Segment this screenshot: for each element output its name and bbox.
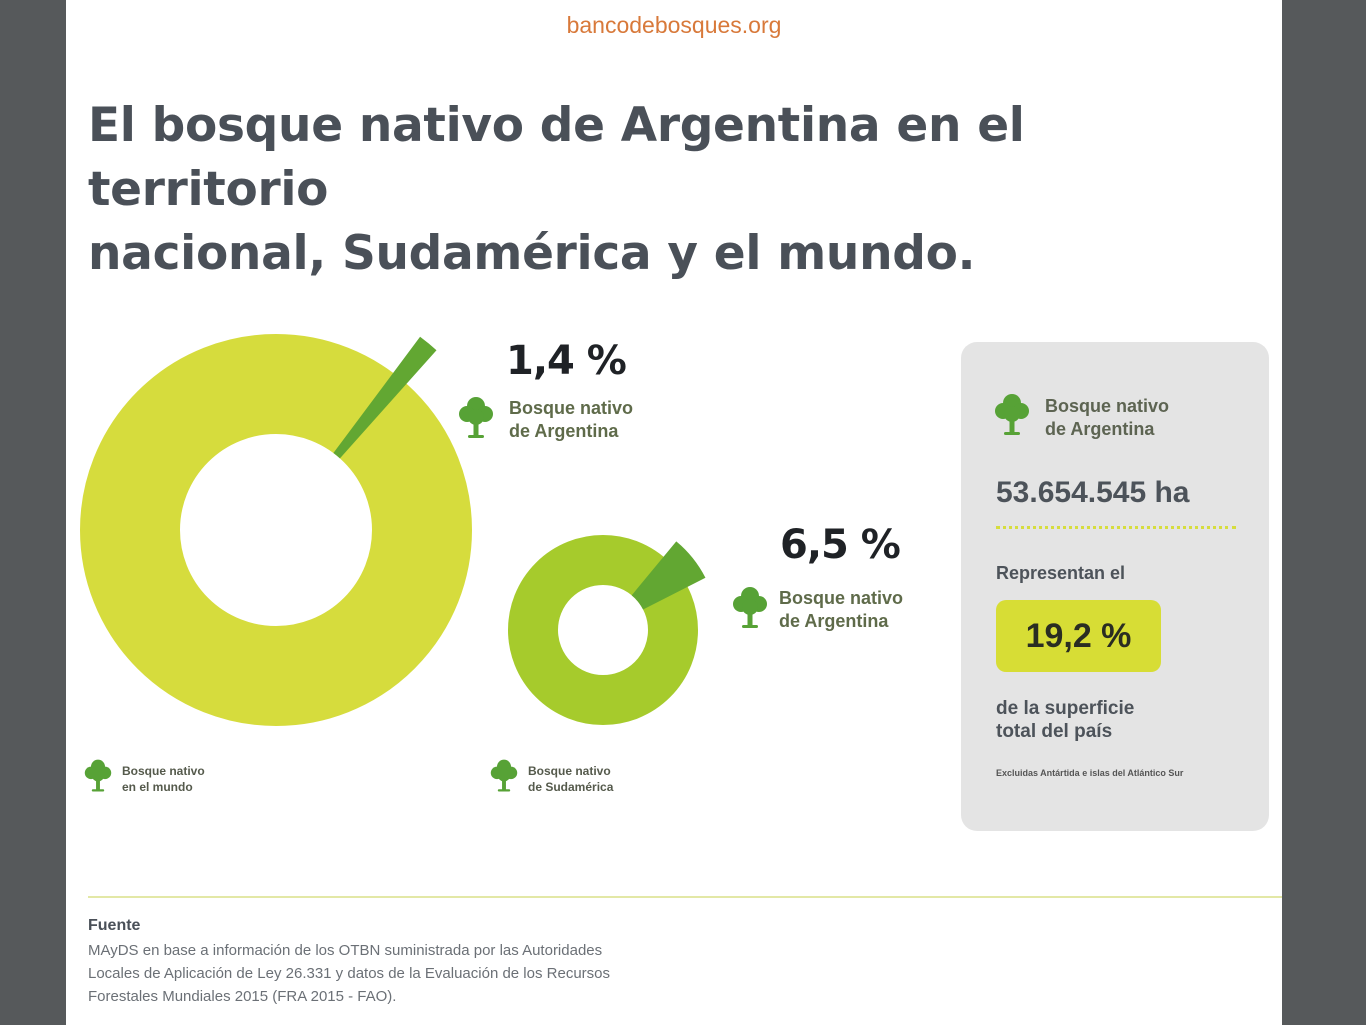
south-america-argentina-label: Bosque nativo de Argentina — [779, 588, 904, 631]
tree-icon — [490, 757, 518, 795]
south-america-argentina-slice — [631, 541, 706, 610]
world-argentina-percent: 1,4 % — [506, 338, 627, 384]
page-title: El bosque nativo de Argentina en el terr… — [88, 94, 1278, 286]
dotted-divider — [996, 526, 1236, 529]
world-argentina-label: Bosque nativo de Argentina — [509, 398, 634, 441]
source-text: MAyDS en base a información de los OTBN … — [88, 942, 611, 1005]
world-ring — [80, 334, 472, 726]
world-donut-chart — [80, 334, 472, 726]
title-line-2: nacional, Sudamérica y el mundo. — [88, 226, 976, 281]
divider — [88, 896, 1282, 898]
south-america-ring — [508, 535, 698, 725]
area-value: 53.654.545 ha — [996, 476, 1190, 509]
summary-panel: Bosque nativo de Argentina 53.654.545 ha… — [961, 342, 1269, 831]
site-link[interactable]: bancodebosques.org — [566, 12, 782, 38]
donut-charts — [80, 334, 706, 726]
south-america-donut-chart — [508, 535, 706, 725]
tree-icon — [84, 757, 112, 795]
south-america-ring-label: Bosque nativo de Sudamérica — [528, 764, 614, 794]
panel-label: Bosque nativo de Argentina — [1045, 396, 1170, 439]
represent-text: Representan el — [996, 563, 1126, 583]
infographic-page: bancodebosques.org El bosque nativo de A… — [66, 0, 1282, 1025]
tree-icon — [994, 392, 1030, 438]
exclusion-note: Excluidas Antártida e islas del Atlántic… — [996, 768, 1184, 778]
south-america-argentina-percent: 6,5 % — [780, 522, 901, 568]
tree-icon — [732, 585, 768, 631]
tree-icon — [458, 395, 494, 441]
percent-badge: 19,2 % — [996, 600, 1161, 672]
world-argentina-slice — [333, 336, 437, 459]
title-line-1: El bosque nativo de Argentina en el terr… — [88, 98, 1025, 217]
surface-text: de la superficie total del país — [996, 698, 1135, 742]
source-heading: Fuente — [88, 917, 141, 934]
world-ring-label: Bosque nativo en el mundo — [122, 764, 205, 794]
